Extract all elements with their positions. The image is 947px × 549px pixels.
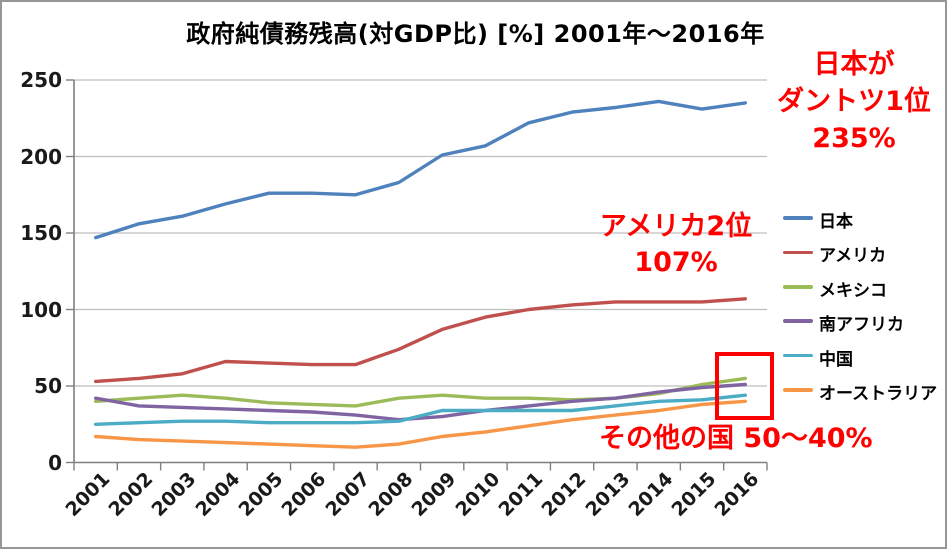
chart-title: 政府純債務残高(対GDP比) [%] 2001年～2016年 <box>186 20 765 48</box>
legend-swatch-中国 <box>783 353 813 358</box>
y-axis-label-100: 100 <box>20 297 62 322</box>
annotation-usa-rank2: アメリカ2位 107% <box>599 211 753 278</box>
y-axis-label-50: 50 <box>34 374 62 398</box>
legend-label-アメリカ: アメリカ <box>819 246 887 267</box>
legend-item-アメリカ: アメリカ <box>783 241 887 267</box>
legend-item-南アフリカ: 南アフリカ <box>783 310 904 336</box>
legend-item-オーストラリア: オーストラリア <box>783 379 938 404</box>
legend-label-日本: 日本 <box>819 212 853 232</box>
legend-swatch-アメリカ <box>783 250 813 255</box>
series-line-アメリカ <box>93 297 747 384</box>
legend-swatch-南アフリカ <box>783 319 813 323</box>
y-axis-label-200: 200 <box>20 144 62 169</box>
legend-label-中国: 中国 <box>819 349 853 370</box>
highlight-box-2016-endpoints <box>715 352 774 420</box>
legend-swatch-日本 <box>783 216 813 220</box>
series-line-オーストラリア <box>93 399 747 449</box>
y-axis-label-250: 250 <box>20 68 62 92</box>
legend-label-南アフリカ: 南アフリカ <box>819 315 904 336</box>
series-line-日本 <box>93 99 747 240</box>
legend-swatch-メキシコ <box>783 285 813 289</box>
legend-item-日本: 日本 <box>783 207 853 232</box>
y-axis-label-150: 150 <box>20 221 62 245</box>
y-axis-label-0: 0 <box>48 450 62 475</box>
series-line-南アフリカ <box>93 382 747 422</box>
legend-label-オーストラリア: オーストラリア <box>819 384 938 404</box>
legend-item-メキシコ: メキシコ <box>783 276 887 301</box>
legend-swatch-オーストラリア <box>783 388 813 392</box>
legend-item-中国: 中国 <box>783 345 853 370</box>
legend-label-メキシコ: メキシコ <box>819 280 887 301</box>
annotation-japan-rank1: 日本が ダントツ1位 235% <box>777 49 931 154</box>
series-line-中国 <box>93 393 747 426</box>
annotation-other-countries: その他の国 50～40% <box>599 423 873 454</box>
